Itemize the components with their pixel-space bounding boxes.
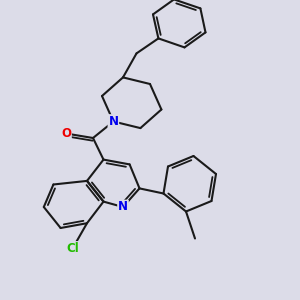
Text: N: N (118, 200, 128, 214)
Text: Cl: Cl (66, 242, 79, 255)
Text: O: O (61, 127, 71, 140)
Text: N: N (108, 115, 118, 128)
